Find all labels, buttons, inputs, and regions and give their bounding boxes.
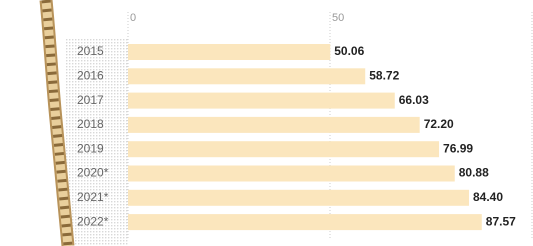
bar: [128, 93, 395, 109]
bar: [128, 190, 469, 206]
x-tick-label: 50: [332, 12, 344, 24]
value-label: 58.72: [369, 68, 399, 82]
category-label: 2022*: [77, 214, 109, 228]
bar: [128, 141, 439, 157]
value-label: 87.57: [486, 214, 516, 228]
category-label: 2017: [77, 93, 104, 107]
bar: [128, 214, 482, 230]
category-label: 2015: [77, 44, 104, 58]
value-label: 84.40: [473, 190, 503, 204]
value-label: 72.20: [424, 117, 454, 131]
bar: [128, 117, 420, 133]
category-label: 2016: [77, 68, 104, 82]
value-label: 50.06: [334, 44, 364, 58]
category-label: 2021*: [77, 190, 109, 204]
bar: [128, 68, 365, 84]
value-label: 66.03: [399, 93, 429, 107]
value-label: 76.99: [443, 141, 473, 155]
category-label: 2019: [77, 141, 104, 155]
category-label: 2020*: [77, 166, 109, 180]
bar: [128, 44, 330, 60]
category-label: 2018: [77, 117, 104, 131]
rope: [46, 0, 68, 246]
bar: [128, 166, 455, 182]
value-label: 80.88: [459, 166, 489, 180]
plot-area: 050100201550.06201658.72201766.03201872.…: [77, 12, 533, 240]
chart: 050100201550.06201658.72201766.03201872.…: [0, 0, 533, 246]
x-tick-label: 0: [130, 12, 136, 24]
